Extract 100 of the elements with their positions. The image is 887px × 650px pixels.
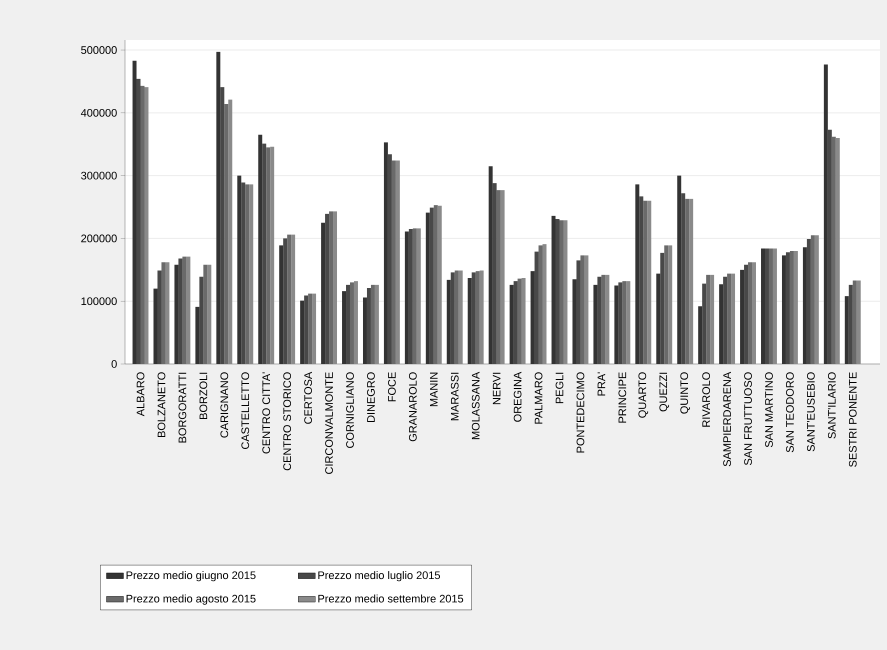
bar	[836, 138, 840, 364]
x-tick-label: SAN FRUTTUOSO	[744, 372, 752, 466]
x-tick-label: BORGORATTI	[178, 372, 186, 443]
x-tick-label: CENTRO STORICO	[283, 372, 292, 470]
bar	[500, 190, 505, 364]
bar	[727, 274, 732, 364]
bar	[832, 136, 836, 364]
bar	[480, 270, 484, 364]
bar	[814, 235, 819, 364]
bar	[132, 60, 137, 364]
x-tick-label: SANT'ILARIO	[828, 372, 836, 439]
bar	[614, 286, 618, 364]
bar	[824, 64, 828, 364]
bar	[768, 248, 773, 364]
x-tick-label: OREGINA	[514, 372, 522, 422]
bar	[552, 216, 556, 364]
bar	[522, 278, 526, 364]
bar	[677, 176, 682, 364]
bar	[668, 245, 672, 364]
x-tick-label: PRA'	[598, 372, 606, 396]
bar	[237, 176, 242, 364]
bar	[559, 220, 564, 364]
x-tick-label: CARIGNANO	[220, 372, 228, 438]
y-tick-label: 200000	[81, 234, 117, 242]
x-tick-label: SAMPIERDARENA	[723, 372, 731, 466]
bar	[601, 274, 606, 364]
bar	[454, 270, 459, 364]
x-tick-label: FOCE	[388, 372, 396, 402]
x-tick-label: RIVAROLO	[702, 372, 710, 427]
bar	[563, 220, 568, 364]
bar	[374, 284, 379, 364]
x-tick-label: PEGLI	[556, 372, 564, 404]
bar	[740, 270, 744, 364]
x-tick-label: GRANAROLO	[408, 372, 417, 442]
legend-label: Prezzo medio agosto 2015	[126, 594, 256, 605]
bar	[203, 264, 208, 364]
x-tick-label: CENTRO CITTA'	[262, 372, 270, 454]
bar	[195, 306, 200, 364]
bar	[312, 294, 316, 364]
bar	[249, 184, 254, 364]
bar	[412, 228, 417, 364]
bar	[626, 281, 630, 364]
bar	[622, 281, 626, 364]
x-tick-label: PRINCIPE	[618, 372, 626, 423]
bar	[144, 87, 148, 364]
x-tick-label: ALBARO	[136, 372, 144, 416]
bar	[396, 160, 400, 364]
bar	[300, 300, 304, 364]
y-tick-label: 0	[112, 360, 117, 368]
bar	[689, 198, 694, 364]
bar	[584, 255, 588, 364]
bar	[802, 247, 807, 364]
bar	[216, 52, 220, 364]
bar	[664, 245, 668, 364]
bar	[186, 256, 190, 364]
bar	[706, 274, 710, 364]
bar	[794, 250, 798, 364]
bar	[321, 222, 326, 364]
bar	[174, 264, 178, 364]
bar	[542, 244, 546, 364]
bar	[228, 100, 232, 364]
bar	[710, 274, 714, 364]
x-tick-label: QUINTO	[680, 372, 690, 414]
x-tick-label: NERVI	[492, 372, 500, 404]
x-tick-label: CIRCONVALMONTE	[325, 372, 333, 474]
bar	[426, 212, 430, 364]
x-tick-label: SAN TEODORO	[786, 372, 794, 452]
x-tick-label: SESTRI PONENTE	[848, 372, 857, 467]
bar	[182, 256, 186, 364]
bar	[772, 248, 777, 364]
bar	[782, 255, 786, 364]
x-tick-label: QUARTO	[638, 372, 648, 418]
x-tick-label: DINEGRO	[367, 372, 375, 422]
x-tick-label: CORNIGLIANO	[346, 372, 354, 448]
legend-label: Prezzo medio luglio 2015	[318, 571, 440, 582]
bar	[291, 234, 296, 364]
bar	[287, 234, 292, 364]
bar	[488, 166, 493, 364]
bar	[333, 211, 338, 364]
bar	[308, 294, 312, 364]
x-tick-label: QUEZZI	[659, 372, 670, 412]
bar	[643, 200, 648, 364]
bar	[161, 262, 166, 364]
x-tick-label: MOLASSANA	[472, 372, 480, 440]
bar	[635, 184, 640, 364]
bar	[468, 278, 472, 364]
y-tick-label: 400000	[80, 108, 117, 117]
bar	[350, 282, 354, 364]
bar	[140, 86, 144, 364]
bar	[392, 160, 396, 364]
x-tick-label: CERTOSA	[304, 372, 312, 424]
bar	[438, 206, 442, 364]
x-tick-label: PALMARO	[534, 372, 542, 424]
bar	[446, 280, 451, 364]
bar	[719, 284, 724, 364]
bar	[404, 232, 409, 364]
y-tick-label: 300000	[81, 172, 117, 180]
bar	[165, 262, 170, 364]
legend-label: Prezzo medio settembre 2015	[318, 594, 464, 603]
bar	[279, 245, 284, 364]
